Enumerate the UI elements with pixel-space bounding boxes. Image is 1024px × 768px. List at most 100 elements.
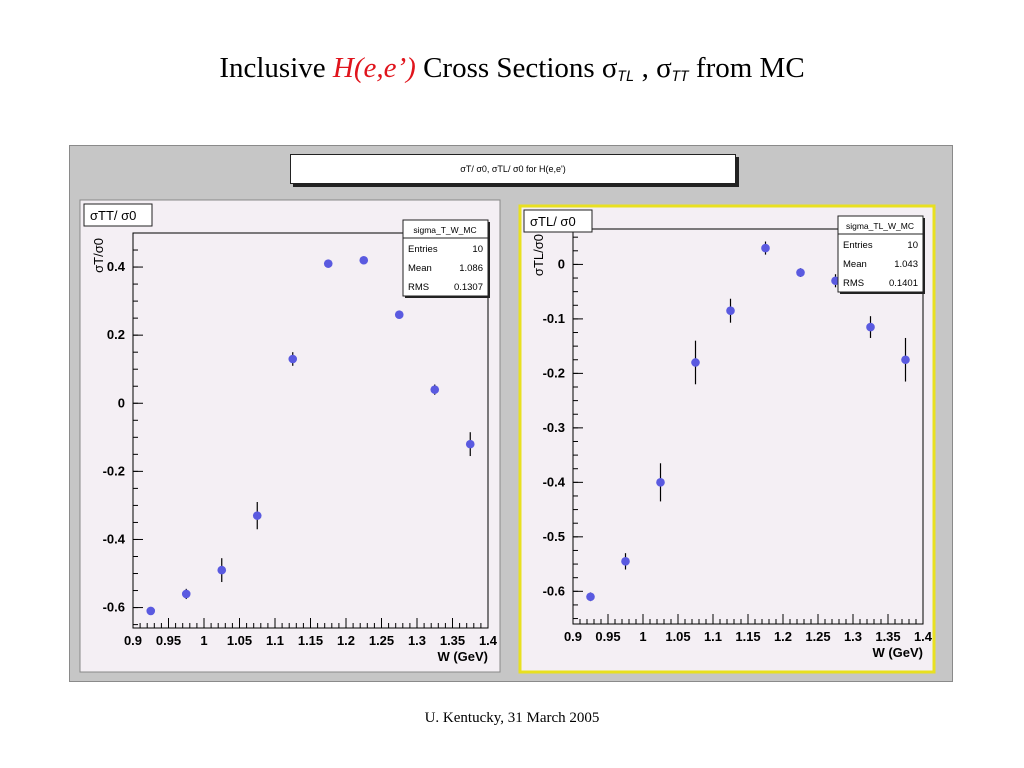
y-tick-label: -0.4 [103, 531, 126, 546]
x-axis-title: W (GeV) [437, 649, 488, 664]
y-tick-label: -0.3 [543, 420, 565, 435]
stats-key: RMS [408, 282, 429, 293]
y-tick-label: -0.1 [543, 311, 565, 326]
slide-title: Inclusive H(e,e’) Cross Sections σTL , σ… [0, 52, 1024, 85]
plot-tt: σTT/ σ0 0.9 0.95 1 1.05 1.1 1.15 1.2 1.25 1.3 1.35… [79, 199, 501, 673]
stats-bg [837, 215, 924, 293]
x-tick-label: 1.2 [774, 629, 792, 644]
title-comma: , σ [634, 52, 672, 84]
x-tick-label: 1.2 [337, 633, 355, 648]
data-point [621, 557, 630, 566]
y-tick-label: 0 [558, 256, 565, 271]
x-tick-label: 0.95 [595, 629, 620, 644]
canvas-title-box: σT/ σ0, σTL/ σ0 for H(e,e') [290, 154, 736, 184]
x-tick-label: 1.05 [665, 629, 690, 644]
stats-key: Entries [843, 240, 873, 251]
stats-value: 10 [472, 244, 483, 255]
x-tick-label: 1.1 [704, 629, 722, 644]
x-tick-label: 0.95 [156, 633, 181, 648]
data-point [586, 592, 595, 602]
title-sub-tl: TL [617, 69, 635, 85]
title-sub-tt: TT [671, 69, 689, 85]
x-tick-label: 0.9 [564, 629, 582, 644]
y-axis-title: σTL/σ0 [531, 234, 546, 276]
x-tick-label: 1.35 [440, 633, 465, 648]
stats-key: Mean [843, 259, 867, 270]
y-tick-label: -0.2 [543, 365, 565, 380]
title-middle: Cross Sections σ [415, 52, 618, 84]
root-canvas: σT/ σ0, σTL/ σ0 for H(e,e') σTT/ σ0 0.9 0.… [69, 145, 953, 682]
pad-right[interactable]: σTL/ σ0 0.9 0.95 1 1.05 1.1 1.15 1.2 1.25 1.3 1.35… [518, 204, 938, 676]
pad-label-box: σTT/ σ0 [83, 203, 153, 227]
y-tick-label: 0.4 [107, 259, 126, 274]
data-point [866, 322, 875, 332]
data-point [252, 511, 262, 520]
title-suffix: from MC [688, 52, 805, 84]
x-tick-label: 1.1 [266, 633, 284, 648]
stats-name: sigma_TL_W_MC [846, 221, 914, 231]
data-point [181, 589, 191, 599]
data-point [323, 259, 333, 268]
x-tick-label: 1.15 [735, 629, 760, 644]
x-tick-label: 1 [639, 629, 646, 644]
y-tick-label: 0.2 [107, 327, 125, 342]
data-point [726, 306, 735, 316]
canvas-title: σT/ σ0, σTL/ σ0 for H(e,e') [460, 164, 566, 174]
data-point [146, 606, 156, 616]
x-tick-label: 1.35 [875, 629, 900, 644]
x-tick-label: 0.9 [124, 633, 142, 648]
x-tick-label: 1.05 [227, 633, 252, 648]
y-axis-title: σT/σ0 [91, 238, 106, 273]
data-point [465, 439, 475, 449]
footer-text: U. Kentucky, 31 March 2005 [424, 710, 600, 726]
data-point [761, 243, 770, 253]
y-tick-label: -0.2 [103, 463, 125, 478]
stats-box: sigma_T_W_MC Entries 10 Mean 1.086 RMS 0.1307 [402, 219, 490, 298]
pad-label: σTL/ σ0 [530, 214, 576, 229]
y-tick-label: -0.5 [543, 529, 565, 544]
plot-area [132, 232, 489, 629]
x-tick-label: 1.25 [805, 629, 830, 644]
pad-label: σTT/ σ0 [90, 208, 136, 223]
stats-key: Entries [408, 244, 438, 255]
x-tick-label: 1 [200, 633, 207, 648]
pad-label-bg [83, 203, 153, 227]
data-point [796, 268, 805, 277]
x-tick-label: 1.4 [914, 629, 933, 644]
y-tick-label: -0.6 [103, 600, 125, 615]
stats-name: sigma_T_W_MC [413, 225, 476, 235]
title-reaction: H(e,e’) [332, 52, 416, 84]
pad-label-bg [523, 209, 593, 233]
data-point [691, 358, 700, 367]
stats-value: 10 [907, 240, 918, 251]
stats-value: 0.1307 [454, 282, 483, 293]
data-point [359, 255, 369, 265]
plot-area [572, 228, 924, 625]
x-axis-title: W (GeV) [872, 645, 923, 660]
data-point [288, 354, 298, 364]
data-point [901, 355, 910, 365]
x-tick-label: 1.25 [369, 633, 394, 648]
stats-bg [402, 219, 489, 297]
pad-left[interactable]: σTT/ σ0 0.9 0.95 1 1.05 1.1 1.15 1.2 1.25 1.3 1.35… [78, 198, 504, 676]
data-point [656, 478, 665, 487]
stats-key: Mean [408, 263, 432, 274]
x-tick-label: 1.3 [408, 633, 426, 648]
stats-value: 1.043 [894, 259, 918, 270]
plot-tl: σTL/ σ0 0.9 0.95 1 1.05 1.1 1.15 1.2 1.25 1.3 1.35… [518, 204, 936, 674]
stats-value: 0.1401 [889, 278, 918, 289]
y-tick-label: 0 [118, 395, 125, 410]
pad-label-box: σTL/ σ0 [523, 209, 593, 233]
y-tick-label: -0.4 [543, 474, 566, 489]
data-point [394, 310, 404, 320]
stats-box: sigma_TL_W_MC Entries 10 Mean 1.043 RMS 0.1401 [837, 215, 925, 294]
data-point [217, 565, 227, 575]
y-tick-label: -0.6 [543, 583, 565, 598]
title-prefix: Inclusive [219, 52, 333, 84]
stats-key: RMS [843, 278, 864, 289]
data-point [430, 385, 440, 394]
stats-value: 1.086 [459, 263, 483, 274]
x-tick-label: 1.3 [844, 629, 862, 644]
x-tick-label: 1.4 [479, 633, 498, 648]
x-tick-label: 1.15 [298, 633, 323, 648]
